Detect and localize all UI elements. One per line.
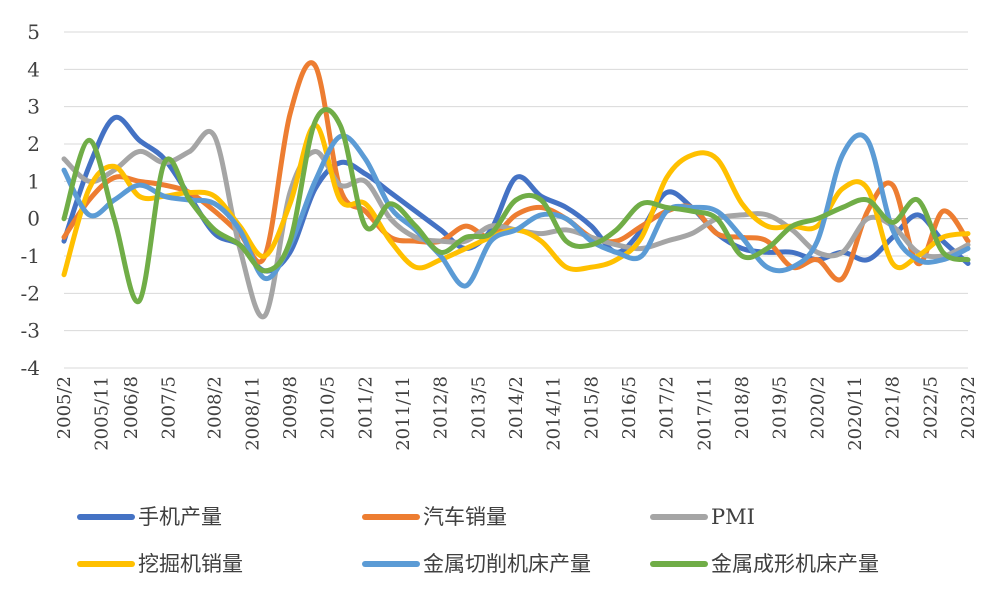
x-tick-label: 2016/5 xyxy=(619,376,640,439)
y-tick-label: 5 xyxy=(27,20,40,44)
x-tick-label: 2017/2 xyxy=(657,376,678,439)
x-tick-label: 2010/5 xyxy=(318,376,339,439)
series-line-5 xyxy=(61,107,971,305)
series-lines xyxy=(61,60,971,320)
x-tick-label: 2023/2 xyxy=(958,376,979,439)
x-tick-label: 2012/8 xyxy=(431,376,452,439)
x-tick-label: 2011/11 xyxy=(393,376,414,451)
y-axis: -4 -3 -2 -1 0 1 2 3 4 5 xyxy=(21,20,40,380)
legend: 手机产量 汽车销量 PMI 挖掘机销量 金属切削机床产量 金属成形机床产量 xyxy=(77,505,879,576)
x-tick-label: 2020/11 xyxy=(845,376,866,451)
x-axis: 2005/2 2005/11 2006/8 2007/5 2008/2 2008/11 20… xyxy=(54,218,979,451)
y-tick-label: -2 xyxy=(21,281,40,305)
x-tick-label: 2006/8 xyxy=(121,376,142,439)
legend-label: PMI xyxy=(711,505,755,529)
x-tick-label: 2005/2 xyxy=(54,376,75,439)
x-tick-label: 2022/5 xyxy=(920,376,941,439)
y-tick-label: -4 xyxy=(21,356,40,380)
x-tick-label: 2005/11 xyxy=(92,376,113,451)
y-tick-label: 2 xyxy=(27,132,40,156)
x-tick-label: 2008/11 xyxy=(242,376,263,451)
x-tick-label: 2014/2 xyxy=(506,376,527,439)
x-tick-label: 2008/2 xyxy=(205,376,226,439)
legend-label: 手机产量 xyxy=(138,505,222,529)
x-tick-label: 2007/5 xyxy=(159,376,180,439)
x-tick-label: 2017/11 xyxy=(694,376,715,451)
y-tick-label: 1 xyxy=(27,169,40,193)
x-tick-label: 2021/8 xyxy=(883,376,904,439)
x-tick-label: 2013/5 xyxy=(468,376,489,439)
series-line-1 xyxy=(61,60,971,283)
y-tick-label: 0 xyxy=(27,207,40,231)
legend-label: 挖掘机销量 xyxy=(138,552,243,576)
y-tick-label: -3 xyxy=(21,319,40,343)
x-tick-label: 2020/2 xyxy=(807,376,828,439)
x-tick-label: 2019/5 xyxy=(770,376,791,439)
x-tick-label: 2009/8 xyxy=(280,376,301,439)
y-tick-label: 4 xyxy=(27,57,40,81)
y-tick-label: 3 xyxy=(27,95,40,119)
x-tick-label: 2014/11 xyxy=(544,376,565,451)
legend-label: 金属成形机床产量 xyxy=(711,552,879,576)
series-line-4 xyxy=(61,132,971,289)
series-line-2 xyxy=(61,128,971,320)
x-tick-label: 2018/8 xyxy=(732,376,753,439)
legend-label: 金属切削机床产量 xyxy=(423,552,591,576)
legend-label: 汽车销量 xyxy=(423,505,507,529)
y-tick-label: -1 xyxy=(21,244,40,268)
x-tick-label: 2011/2 xyxy=(355,376,376,439)
x-tick-label: 2015/8 xyxy=(581,376,602,439)
